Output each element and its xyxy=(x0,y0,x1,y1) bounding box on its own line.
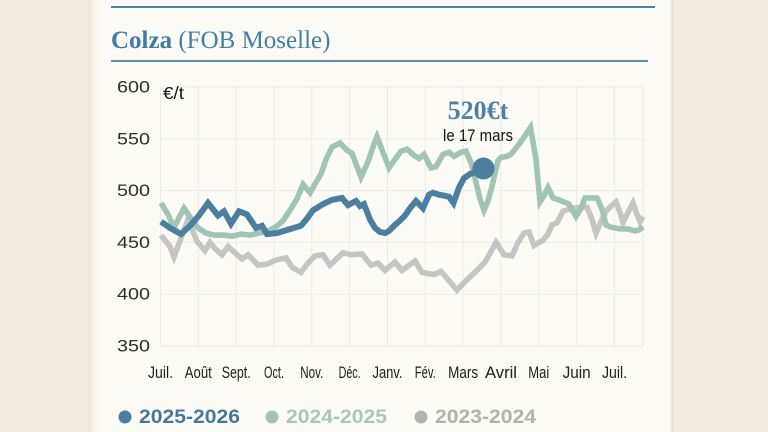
svg-text:Mars: Mars xyxy=(448,364,478,382)
svg-text:Juin: Juin xyxy=(563,364,591,382)
svg-text:450: 450 xyxy=(117,233,150,252)
svg-text:350: 350 xyxy=(117,337,150,356)
svg-text:2025-2026: 2025-2026 xyxy=(139,407,240,428)
svg-text:500: 500 xyxy=(117,181,150,200)
svg-text:€/t: €/t xyxy=(163,83,184,103)
svg-text:Avril: Avril xyxy=(485,364,517,382)
svg-text:600: 600 xyxy=(117,78,150,97)
svg-text:Nov.: Nov. xyxy=(300,364,323,382)
svg-text:Déc.: Déc. xyxy=(339,364,361,382)
svg-text:400: 400 xyxy=(117,285,150,304)
svg-text:550: 550 xyxy=(117,129,150,148)
svg-text:Fév.: Fév. xyxy=(415,364,436,382)
svg-text:Sept.: Sept. xyxy=(222,364,251,382)
svg-text:Mai: Mai xyxy=(528,364,549,382)
svg-text:Juil.: Juil. xyxy=(148,364,173,382)
svg-text:520€t: 520€t xyxy=(448,96,509,125)
svg-text:Août: Août xyxy=(185,364,212,382)
svg-text:2023-2024: 2023-2024 xyxy=(435,407,536,428)
svg-text:Oct.: Oct. xyxy=(264,364,284,382)
svg-text:Juil.: Juil. xyxy=(602,364,627,382)
svg-text:2024-2025: 2024-2025 xyxy=(286,407,387,428)
svg-text:Janv.: Janv. xyxy=(373,364,403,382)
svg-text:le 17 mars: le 17 mars xyxy=(443,127,513,145)
